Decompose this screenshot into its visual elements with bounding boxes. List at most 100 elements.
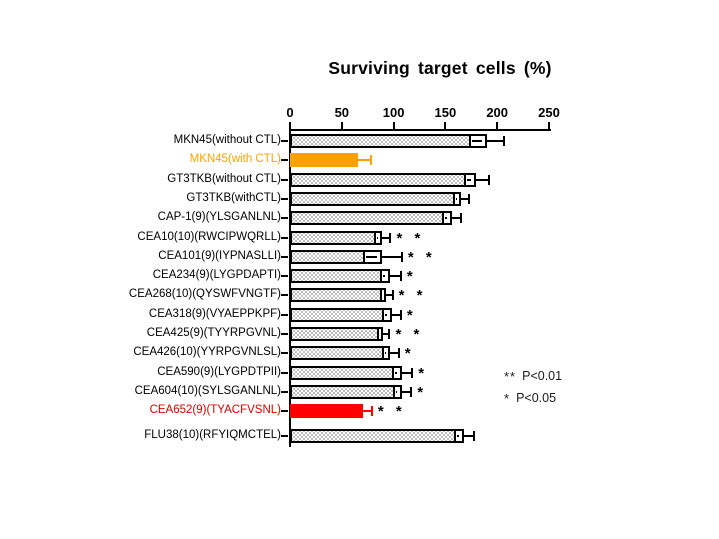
error-bar-inner-dash: [394, 371, 397, 374]
y-axis-row-tick: [281, 217, 288, 220]
legend-entry-p005: * P<0.05: [504, 390, 556, 406]
bar-label: GT3TKB(without CTL): [167, 172, 281, 185]
bar-label: CEA590(9)(LYGPDTPII): [157, 365, 281, 378]
bar: [290, 307, 392, 322]
error-bar-inner-box: [377, 327, 384, 341]
y-axis-row-tick: [281, 410, 288, 413]
bar-label: CEA10(10)(RWCIPWQRLL): [137, 230, 281, 243]
error-bar-cap: [459, 213, 462, 224]
bar: [290, 191, 461, 206]
error-bar-inner-box: [442, 211, 452, 226]
error-bar-line: [460, 197, 470, 200]
y-axis-row-tick: [281, 313, 288, 316]
x-axis-tick-label: 200: [486, 105, 509, 120]
bar-label: CEA426(10)(YYRPGVNLSL): [133, 346, 281, 359]
bar: [290, 230, 383, 245]
error-bar-line: [390, 352, 399, 355]
x-axis-tick-label: 0: [286, 105, 294, 120]
error-bar-line: [390, 275, 401, 278]
chart-title: Surviving target cells (%): [328, 58, 552, 78]
bar-label: CAP-1(9)(YLSGANLNL): [157, 211, 281, 224]
sig-marker: * *: [396, 229, 425, 247]
x-axis-tick: [548, 122, 550, 129]
error-bar-cap: [370, 406, 373, 417]
y-axis-row-tick: [281, 197, 288, 200]
error-bar-cap: [400, 251, 403, 262]
error-bar-line: [382, 255, 402, 258]
bar-label: CEA234(9)(LYGPDAPTI): [152, 269, 281, 282]
bar: [290, 269, 391, 284]
error-bar-cap: [369, 155, 372, 166]
bar-label: CEA604(10)(SYLSGANLNL): [134, 384, 281, 397]
error-bar-line: [382, 236, 391, 239]
y-axis-row-tick: [281, 294, 288, 297]
x-axis-tick: [340, 122, 343, 129]
bar: [290, 211, 452, 226]
bar: [290, 365, 402, 380]
error-bar-inner-dash: [467, 178, 472, 181]
bar: [290, 384, 402, 399]
y-axis-row-tick: [281, 371, 288, 374]
error-bar-cap: [389, 232, 392, 243]
y-axis-row-tick: [281, 390, 288, 393]
bar: [290, 134, 487, 148]
x-axis-line: [289, 129, 551, 131]
error-bar-line: [486, 140, 505, 142]
error-bar-cap: [388, 329, 391, 339]
y-axis-row-tick: [281, 159, 288, 162]
bar-label: CEA101(9)(IYPNASLLI): [158, 249, 281, 262]
error-bar-cap: [411, 367, 414, 378]
error-bar-cap: [410, 386, 413, 397]
error-bar-line: [401, 390, 412, 393]
bar-label: MKN45(without CTL): [173, 134, 281, 146]
error-bar-inner-box: [452, 191, 461, 206]
error-bar-inner-dash: [395, 390, 397, 393]
x-axis-tick-label: 150: [434, 105, 457, 120]
error-bar-line: [391, 313, 401, 316]
error-bar-inner-dash: [445, 217, 447, 220]
error-bar-line: [476, 178, 489, 181]
error-bar-cap: [503, 136, 506, 146]
y-axis-row-tick: [281, 333, 288, 335]
x-axis-tick-label: 250: [538, 105, 560, 120]
sig-marker: * *: [395, 326, 424, 343]
sig-marker: *: [417, 383, 428, 401]
error-bar-line: [362, 410, 372, 413]
bar-label: MKN45(with CTL): [189, 153, 281, 166]
error-bar-cap: [397, 348, 400, 359]
bar: [290, 153, 359, 168]
x-axis-tick: [289, 122, 291, 129]
error-bar-cap: [468, 193, 471, 204]
bar: [290, 288, 387, 303]
error-bar-inner-box: [382, 307, 392, 322]
error-bar-cap: [487, 174, 490, 185]
error-bar-cap: [399, 309, 402, 320]
bar: [290, 327, 384, 341]
y-axis-row-tick: [281, 178, 288, 181]
error-bar-inner-dash: [365, 255, 378, 258]
bar-label: CEA318(9)(VYAEPPKPF): [148, 307, 281, 320]
x-axis-tick-label: 100: [382, 105, 405, 120]
error-bar-line: [358, 159, 371, 162]
error-bar-inner-dash: [383, 275, 386, 278]
error-bar-line: [386, 294, 393, 297]
bar: [290, 346, 391, 361]
error-bar-line: [383, 333, 390, 335]
bar: [290, 172, 477, 187]
y-axis-row-tick: [281, 275, 288, 278]
error-bar-inner-box: [380, 288, 387, 303]
sig-marker: *: [406, 268, 417, 286]
error-bar-inner-box: [373, 230, 383, 245]
x-axis-tick: [444, 122, 447, 129]
bar-label: CEA268(10)(QYSWFVNGTF): [128, 288, 281, 301]
error-bar-line: [401, 371, 413, 374]
y-axis-line: [289, 129, 291, 447]
bar: [290, 428, 465, 443]
sig-marker: *: [406, 306, 417, 324]
error-bar-inner-dash: [456, 434, 460, 437]
error-bar-cap: [399, 271, 402, 282]
error-bar-cap: [473, 430, 476, 441]
y-axis-row-tick: [281, 352, 288, 355]
x-axis-tick-label: 50: [334, 105, 350, 120]
